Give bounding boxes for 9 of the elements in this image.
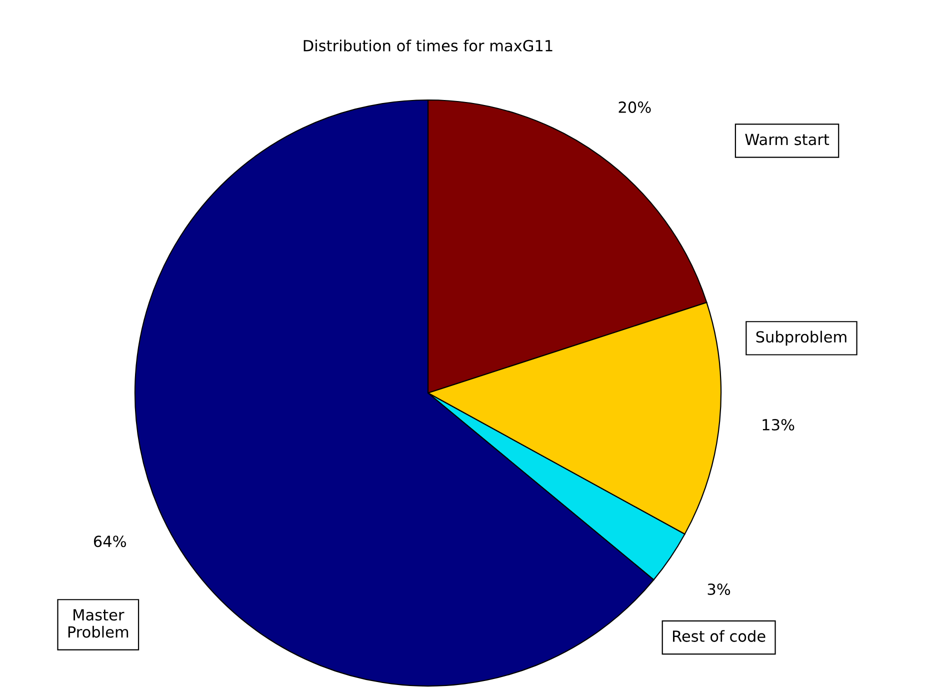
data-label: 13% — [762, 418, 794, 431]
slice-label: Master Problem — [68, 609, 128, 638]
slice-label: Subproblem — [756, 330, 846, 346]
data-label: 20% — [618, 101, 651, 113]
slice-label: Warm start — [745, 134, 830, 146]
data-label: 64% — [94, 536, 126, 548]
data-label: 3% — [708, 584, 730, 596]
chart-title: Distribution of times for maxG11 — [304, 40, 552, 52]
slice-label: Rest of code — [673, 630, 766, 642]
